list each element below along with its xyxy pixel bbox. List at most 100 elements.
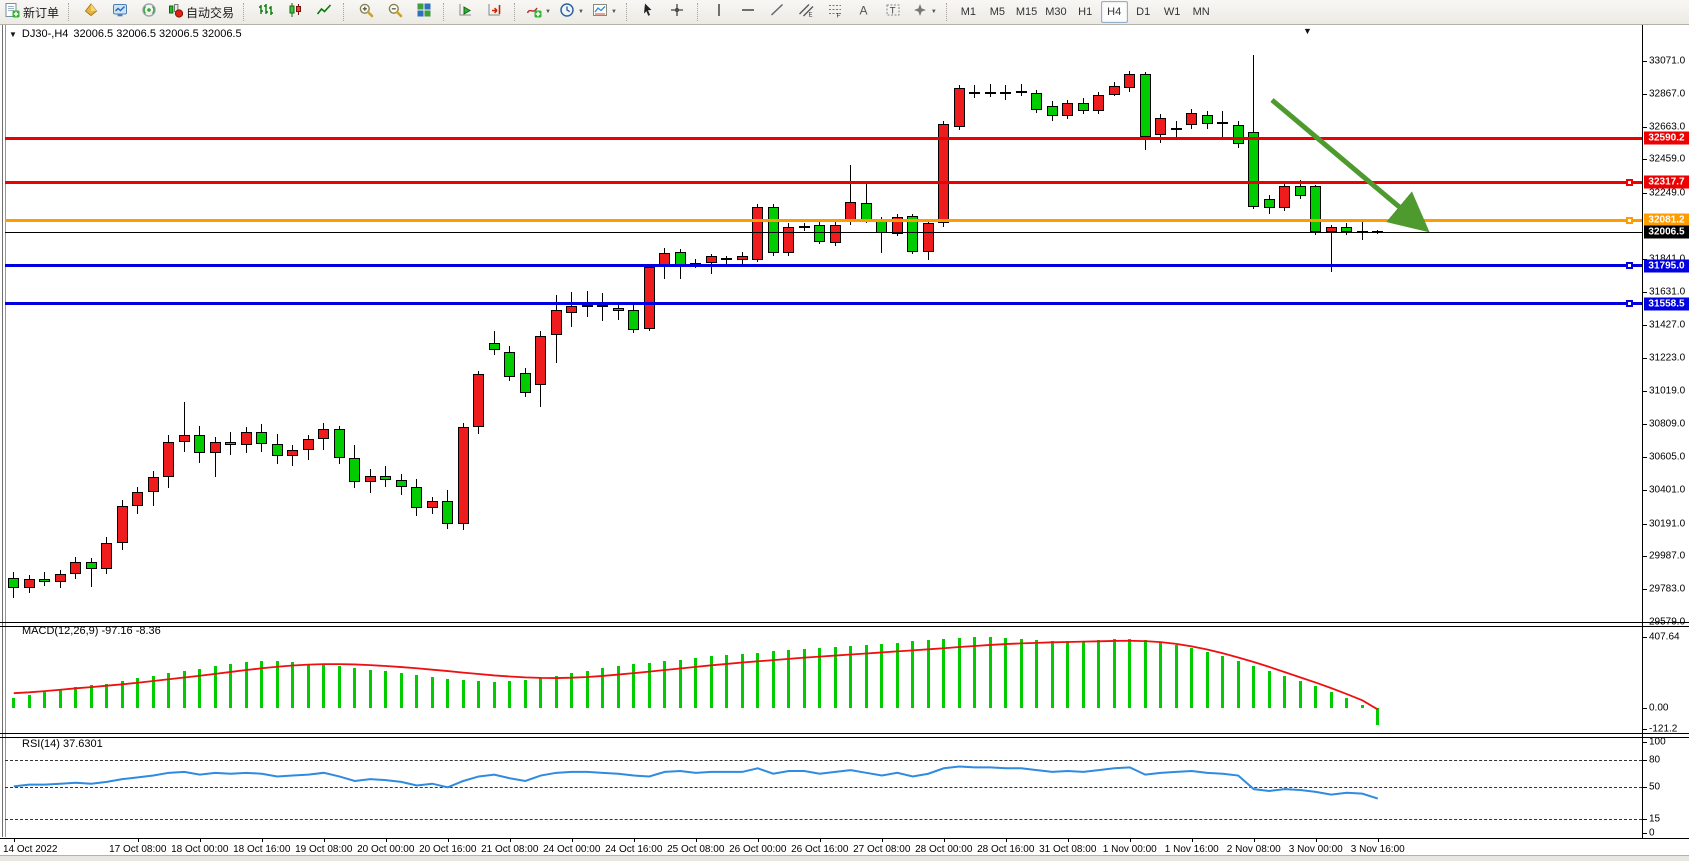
time-tick xyxy=(323,838,325,842)
candle xyxy=(271,443,283,457)
line-chart-button[interactable] xyxy=(310,1,337,23)
tline-icon xyxy=(769,2,785,23)
candle-wick xyxy=(1020,83,1022,97)
templates-button[interactable]: ▼ xyxy=(589,1,620,23)
candlestick-chart-button[interactable] xyxy=(281,1,308,23)
line-drag-handle[interactable] xyxy=(1626,216,1633,224)
line-drag-handle[interactable] xyxy=(1626,300,1633,308)
horizontal-line-button[interactable] xyxy=(735,1,762,23)
trend-arrow-object[interactable] xyxy=(1252,85,1552,285)
shapes-button[interactable]: ▼ xyxy=(909,1,940,23)
candle xyxy=(1015,90,1027,93)
fibonacci-button[interactable]: F xyxy=(822,1,849,23)
price-tick xyxy=(1643,489,1647,491)
timeframe-m5-button[interactable]: M5 xyxy=(984,1,1011,23)
auto-scroll-button[interactable] xyxy=(452,1,479,23)
macd-histogram-bar xyxy=(151,675,155,708)
channel-button[interactable]: E xyxy=(793,1,820,23)
timeframe-m15-button[interactable]: M15 xyxy=(1013,1,1040,23)
chart-dropdown-icon[interactable]: ▼ xyxy=(9,29,17,39)
tile-windows-button[interactable] xyxy=(410,1,437,23)
toolbar-separator xyxy=(945,3,950,21)
macd-histogram-bar xyxy=(647,663,651,708)
candle xyxy=(550,310,562,335)
periods-button[interactable]: ▼ xyxy=(556,1,587,23)
macd-signal-line xyxy=(13,639,1379,711)
toolbar: 新订单 自动交易 ▼ ▼ ▼ E F A T ▼ M1 M5 M15 M30 H1 H4 D1 W1 MN xyxy=(0,0,1689,25)
chart-expand-icon[interactable]: ▼ xyxy=(1303,26,1312,36)
text-button[interactable]: A xyxy=(851,1,878,23)
zoom-in-button[interactable] xyxy=(352,1,379,23)
chart-shift-button[interactable] xyxy=(481,1,508,23)
price-tick-label: 31631.0 xyxy=(1649,286,1686,298)
zoom-out-button[interactable] xyxy=(381,1,408,23)
line-drag-handle[interactable] xyxy=(1626,178,1633,186)
bar-chart-button[interactable] xyxy=(252,1,279,23)
price-level-line[interactable] xyxy=(5,302,1642,306)
candle-wick xyxy=(617,302,619,320)
candle-wick xyxy=(710,253,712,275)
new-order-button[interactable]: 新订单 xyxy=(1,1,62,23)
market-watch-button[interactable] xyxy=(106,1,133,23)
macd-histogram-bar xyxy=(322,664,326,708)
chevron-down-icon: ▼ xyxy=(545,9,551,15)
svg-text:F: F xyxy=(837,12,841,18)
rsi-tick xyxy=(1643,787,1647,789)
price-level-line[interactable] xyxy=(5,136,1642,140)
line-drag-handle[interactable] xyxy=(1626,262,1633,270)
autotrade-button[interactable]: 自动交易 xyxy=(164,1,237,23)
rsi-tick xyxy=(1643,760,1647,762)
macd-tick-label: -121.2 xyxy=(1649,723,1678,735)
macd-histogram-bar xyxy=(880,643,884,708)
candle-wick xyxy=(183,401,185,452)
timeframe-h4-button[interactable]: H4 xyxy=(1100,1,1128,23)
macd-histogram-bar xyxy=(523,679,527,708)
new-order-button-label: 新订单 xyxy=(23,5,60,20)
price-tick xyxy=(1643,357,1647,359)
signals-button[interactable] xyxy=(135,1,162,23)
chevron-down-icon: ▼ xyxy=(577,9,584,15)
price-tick xyxy=(1643,457,1647,459)
candle xyxy=(163,441,175,478)
candle xyxy=(891,216,903,234)
candle xyxy=(240,432,252,446)
price-level-line[interactable] xyxy=(5,264,1642,268)
macd-histogram-bar xyxy=(616,666,620,708)
rsi-tick-label: 100 xyxy=(1649,736,1666,748)
time-axis-label: 28 Oct 00:00 xyxy=(915,844,973,855)
price-level-line[interactable] xyxy=(5,180,1642,184)
timeframe-m1-button[interactable]: M1 xyxy=(955,1,982,23)
macd-histogram-bar xyxy=(167,673,171,708)
macd-histogram-bar xyxy=(1236,660,1240,708)
price-tick xyxy=(1643,292,1647,294)
candle xyxy=(984,91,996,94)
timeframe-h1-button[interactable]: H1 xyxy=(1072,1,1099,23)
price-level-line[interactable] xyxy=(5,218,1642,222)
crosshair-button[interactable] xyxy=(664,1,691,23)
timeframe-w1-button[interactable]: W1 xyxy=(1159,1,1186,23)
macd-signal-layer xyxy=(13,639,1379,711)
price-level-line[interactable] xyxy=(5,231,1642,233)
timeframe-mn-button[interactable]: MN xyxy=(1188,1,1215,23)
timeframe-d1-button[interactable]: D1 xyxy=(1130,1,1157,23)
candle xyxy=(1108,86,1120,95)
label-button[interactable]: T xyxy=(880,1,907,23)
candle xyxy=(612,308,624,311)
cursor-button[interactable] xyxy=(635,1,662,23)
timeframe-m30-button[interactable]: M30 xyxy=(1042,1,1069,23)
candle xyxy=(876,221,888,234)
candle xyxy=(798,226,810,229)
chart-left-edge xyxy=(5,24,6,837)
price-tick xyxy=(1643,390,1647,392)
macd-histogram-bar xyxy=(756,652,760,708)
trendline-button[interactable] xyxy=(764,1,791,23)
macd-histogram-bar xyxy=(539,678,543,708)
macd-histogram-bar xyxy=(585,670,589,708)
candle xyxy=(132,491,144,507)
vertical-line-button[interactable] xyxy=(706,1,733,23)
price-tick xyxy=(1643,325,1647,327)
macd-histogram-bar xyxy=(849,645,853,708)
styler-button[interactable] xyxy=(77,1,104,23)
macd-tick-label: 407.64 xyxy=(1649,631,1680,643)
indicators-button[interactable]: ▼ xyxy=(523,1,554,23)
